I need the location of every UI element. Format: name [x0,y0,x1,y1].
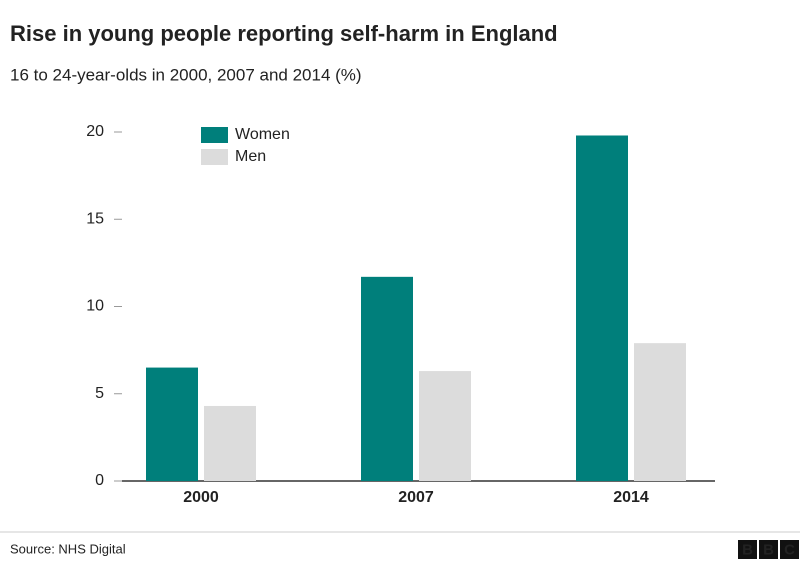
y-tick-label: 15 [86,210,104,227]
y-tick-label: 5 [95,385,104,402]
x-tick-label: 2007 [398,489,434,506]
logo-letter: B [763,541,774,558]
logo-letter: C [784,541,795,558]
logo-box [780,540,799,559]
legend-swatch [201,127,228,143]
chart-subtitle: 16 to 24-year-olds in 2000, 2007 and 201… [10,65,362,84]
x-tick-label: 2000 [183,489,219,506]
x-tick-label: 2014 [613,489,649,506]
bar [419,371,471,481]
bar [146,367,198,481]
y-tick-label: 0 [95,472,104,489]
logo-box [738,540,757,559]
legend-label: Men [235,148,266,165]
logo-box [759,540,778,559]
bar [634,343,686,481]
legend-label: Women [235,126,290,143]
bar [576,135,628,482]
logo-letter: B [742,541,753,558]
legend-swatch [201,149,228,165]
y-tick-label: 10 [86,298,104,315]
y-tick-label: 20 [86,123,104,140]
bar [361,276,413,481]
source: Source: NHS Digital [10,541,126,556]
chart-title: Rise in young people reporting self-harm… [10,21,558,46]
bar [204,405,256,481]
